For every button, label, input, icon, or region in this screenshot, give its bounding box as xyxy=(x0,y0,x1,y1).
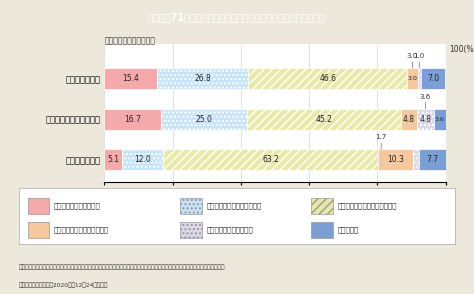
Bar xyxy=(157,68,248,89)
Text: 夫婆の関係が悪くなった: 夫婆の関係が悪くなった xyxy=(207,227,253,233)
Bar xyxy=(163,149,378,171)
Bar xyxy=(413,149,419,171)
Bar xyxy=(161,109,246,130)
Text: 63.2: 63.2 xyxy=(262,156,279,164)
Bar xyxy=(419,149,446,171)
Text: わからない: わからない xyxy=(337,227,358,233)
Bar xyxy=(248,68,407,89)
Text: 夫婆の関係が良くなった: 夫婆の関係が良くなった xyxy=(54,203,100,209)
Text: 7.0: 7.0 xyxy=(427,74,439,83)
Bar xyxy=(122,149,163,171)
Text: 3.6: 3.6 xyxy=(435,117,445,122)
FancyBboxPatch shape xyxy=(180,222,202,238)
Text: 4.8: 4.8 xyxy=(419,115,431,124)
Text: 45.2: 45.2 xyxy=(315,115,332,124)
Bar xyxy=(407,68,418,89)
Text: Ｉ－特－71図　家庭内の家事・育児分担の変化と夫婦関係の変化: Ｉ－特－71図 家庭内の家事・育児分担の変化と夫婦関係の変化 xyxy=(148,13,326,23)
Text: 4.8: 4.8 xyxy=(403,115,415,124)
Text: 100(%): 100(%) xyxy=(449,45,474,54)
FancyBboxPatch shape xyxy=(311,222,333,238)
Text: 1.0: 1.0 xyxy=(414,53,425,68)
Text: 夫婆の関係はおおむね変化ない: 夫婆の関係はおおむね変化ない xyxy=(337,203,397,209)
Text: 3.0: 3.0 xyxy=(408,76,418,81)
FancyBboxPatch shape xyxy=(27,222,49,238)
Bar xyxy=(434,109,446,130)
Bar xyxy=(378,149,413,171)
Text: 10.3: 10.3 xyxy=(387,156,404,164)
Text: ＜役割分担の変化内容＞: ＜役割分担の変化内容＞ xyxy=(104,36,155,45)
Text: ２．令和２（2020）年12月24日公表。: ２．令和２（2020）年12月24日公表。 xyxy=(19,282,109,288)
FancyBboxPatch shape xyxy=(27,198,49,214)
FancyBboxPatch shape xyxy=(311,198,333,214)
Text: 12.0: 12.0 xyxy=(134,156,151,164)
Text: 3.0: 3.0 xyxy=(407,53,418,68)
Bar xyxy=(401,109,417,130)
Bar xyxy=(418,68,421,89)
Text: 1.7: 1.7 xyxy=(375,134,387,149)
Text: 16.7: 16.7 xyxy=(124,115,141,124)
Text: 15.4: 15.4 xyxy=(122,74,139,83)
Bar xyxy=(104,68,157,89)
Text: （備考）１．内閣府「第２回　新型コロナウイルス感染症の影響下における生活意識・行動の変化に関する調査」より引用・作成。: （備考）１．内閣府「第２回 新型コロナウイルス感染症の影響下における生活意識・行… xyxy=(19,265,226,270)
Bar xyxy=(246,109,401,130)
Text: 46.6: 46.6 xyxy=(319,74,337,83)
Bar xyxy=(421,68,445,89)
Bar xyxy=(104,109,161,130)
Text: 夫婆の関係がやや良くなった: 夫婆の関係がやや良くなった xyxy=(207,203,262,209)
Text: 夫婆の関係がやや悪くなった: 夫婆の関係がやや悪くなった xyxy=(54,227,109,233)
Bar xyxy=(417,109,434,130)
Text: 5.1: 5.1 xyxy=(107,156,119,164)
Text: 3.6: 3.6 xyxy=(420,94,431,109)
Text: 26.8: 26.8 xyxy=(194,74,211,83)
Bar xyxy=(104,149,122,171)
Text: 7.7: 7.7 xyxy=(426,156,438,164)
Text: 25.0: 25.0 xyxy=(195,115,212,124)
FancyBboxPatch shape xyxy=(180,198,202,214)
